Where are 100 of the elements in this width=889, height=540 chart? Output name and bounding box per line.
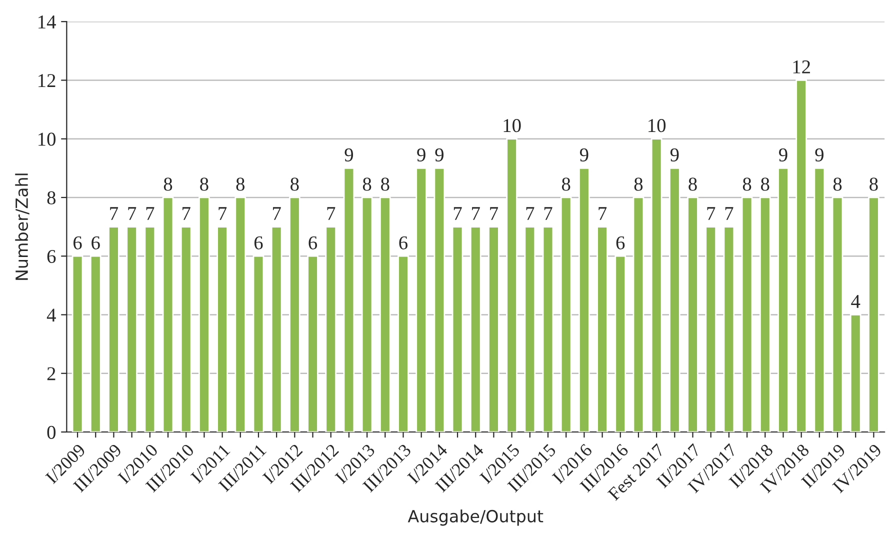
- bar: [470, 226, 482, 432]
- bar: [614, 255, 626, 432]
- data-label: 7: [218, 207, 227, 220]
- x-axis-title: Ausgabe/Output: [408, 510, 544, 526]
- data-label: 8: [742, 178, 752, 191]
- data-label: 7: [598, 207, 607, 220]
- bar: [850, 314, 862, 432]
- y-tick-label: 6: [47, 250, 56, 264]
- bar: [361, 196, 373, 432]
- data-label: 9: [815, 148, 824, 162]
- bar: [560, 196, 572, 432]
- bar: [434, 167, 446, 432]
- data-label: 6: [616, 236, 625, 250]
- data-label: 9: [344, 148, 354, 162]
- data-label: 8: [362, 178, 372, 191]
- bar: [868, 196, 880, 432]
- data-label: 8: [562, 178, 570, 191]
- data-label: 9: [580, 148, 588, 162]
- data-label: 7: [454, 207, 462, 220]
- y-tick-label: 8: [47, 191, 56, 204]
- data-label: 12: [793, 60, 810, 74]
- bar: [180, 226, 192, 432]
- data-label: 9: [778, 148, 788, 162]
- data-label: 7: [128, 207, 136, 220]
- bar: [796, 80, 807, 432]
- bar: [198, 196, 210, 432]
- bar: [452, 226, 464, 432]
- data-label: 6: [92, 236, 100, 250]
- data-label: 9: [670, 148, 679, 162]
- bar: [126, 226, 138, 432]
- bar: [705, 226, 717, 432]
- data-label: 7: [526, 207, 534, 220]
- bar: [270, 226, 282, 432]
- bar: [542, 226, 554, 432]
- bar: [307, 255, 318, 432]
- bar: [578, 167, 590, 432]
- data-label: 10: [648, 119, 666, 132]
- bar: [216, 226, 228, 432]
- bar: [252, 255, 264, 432]
- bar: [398, 255, 409, 432]
- bar: [162, 196, 174, 432]
- bar: [108, 226, 120, 432]
- bar: [778, 167, 789, 432]
- data-label: 8: [634, 178, 643, 191]
- bar: [416, 167, 427, 432]
- bar: [832, 196, 844, 432]
- y-tick-label: 14: [38, 16, 56, 28]
- y-tick-label: 10: [38, 132, 56, 146]
- bar: [632, 196, 644, 432]
- bar: [144, 226, 156, 432]
- data-label: 8: [688, 178, 697, 191]
- bar: [741, 196, 753, 432]
- data-label: 7: [146, 207, 154, 220]
- data-label: 7: [544, 207, 552, 220]
- bar: [687, 196, 698, 432]
- data-label: 7: [472, 207, 480, 220]
- bar: [723, 226, 735, 432]
- data-label: 7: [327, 207, 336, 220]
- bar: [668, 167, 680, 432]
- y-tick-label: 2: [47, 367, 56, 380]
- data-label: 8: [200, 178, 208, 191]
- y-tick-label: 0: [47, 426, 56, 439]
- data-label: 6: [308, 236, 318, 250]
- data-label: 8: [164, 178, 172, 191]
- bar: [234, 196, 246, 432]
- data-label: 7: [707, 207, 716, 220]
- data-label: 8: [290, 178, 299, 191]
- bar: [90, 255, 102, 432]
- bar: [72, 255, 84, 432]
- data-label: 8: [236, 178, 245, 191]
- data-label: 6: [74, 236, 82, 250]
- bar: [506, 138, 518, 432]
- bar: [488, 226, 500, 432]
- data-label: 7: [725, 207, 734, 220]
- data-label: 9: [435, 148, 444, 162]
- data-label: 10: [504, 119, 521, 132]
- data-label: 8: [870, 178, 878, 191]
- y-tick-label: 4: [46, 308, 56, 322]
- data-label: 4: [851, 295, 860, 308]
- data-label: 8: [381, 178, 390, 191]
- data-label: 7: [490, 207, 498, 220]
- data-label: 6: [254, 236, 263, 250]
- y-tick-label: 12: [38, 74, 56, 87]
- bar: [596, 226, 608, 432]
- bar: [524, 226, 536, 432]
- data-label: 6: [399, 236, 408, 250]
- data-label: 8: [833, 178, 842, 191]
- bar: [379, 196, 391, 432]
- bar: [814, 167, 826, 432]
- bar: [759, 196, 771, 432]
- data-label: 7: [110, 207, 118, 220]
- data-label: 7: [182, 207, 190, 220]
- data-label: 7: [272, 207, 281, 220]
- bar: [288, 196, 300, 432]
- bar: [325, 226, 337, 432]
- bar: [343, 167, 355, 432]
- bar: [650, 138, 662, 432]
- data-label: 9: [417, 148, 426, 162]
- y-axis-title: Number/Zahl: [15, 174, 30, 280]
- data-label: 8: [761, 178, 770, 191]
